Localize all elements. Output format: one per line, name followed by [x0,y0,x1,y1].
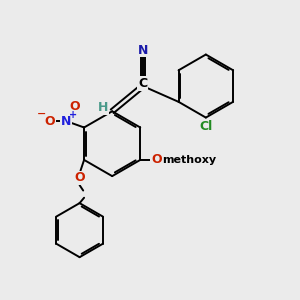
Text: N: N [138,44,148,56]
Text: O: O [70,100,80,113]
Text: O: O [151,153,162,167]
Text: Cl: Cl [199,120,212,133]
Text: C: C [138,77,147,90]
Text: +: + [69,110,77,120]
Text: −: − [37,109,46,119]
Text: H: H [98,101,108,114]
Text: N: N [61,115,71,128]
Text: O: O [45,115,55,128]
Text: methoxy: methoxy [162,155,216,165]
Text: O: O [74,171,85,184]
